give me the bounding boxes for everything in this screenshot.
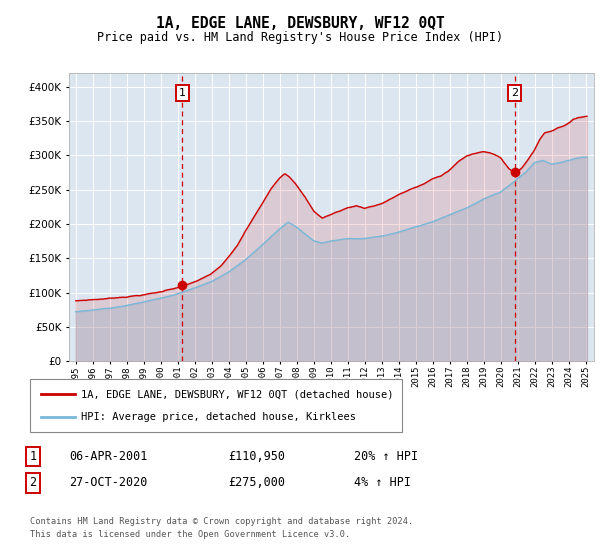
Text: 27-OCT-2020: 27-OCT-2020 [69,476,148,489]
Text: This data is licensed under the Open Government Licence v3.0.: This data is licensed under the Open Gov… [30,530,350,539]
Text: 1: 1 [29,450,37,463]
Text: 06-APR-2001: 06-APR-2001 [69,450,148,463]
Text: 20% ↑ HPI: 20% ↑ HPI [354,450,418,463]
Text: 4% ↑ HPI: 4% ↑ HPI [354,476,411,489]
Text: Contains HM Land Registry data © Crown copyright and database right 2024.: Contains HM Land Registry data © Crown c… [30,517,413,526]
Text: HPI: Average price, detached house, Kirklees: HPI: Average price, detached house, Kirk… [81,412,356,422]
Text: 2: 2 [511,88,518,98]
Text: 2: 2 [29,476,37,489]
Text: Price paid vs. HM Land Registry's House Price Index (HPI): Price paid vs. HM Land Registry's House … [97,31,503,44]
Text: 1A, EDGE LANE, DEWSBURY, WF12 0QT: 1A, EDGE LANE, DEWSBURY, WF12 0QT [155,16,445,31]
Text: 1A, EDGE LANE, DEWSBURY, WF12 0QT (detached house): 1A, EDGE LANE, DEWSBURY, WF12 0QT (detac… [81,389,394,399]
Text: 1: 1 [179,88,186,98]
Text: £110,950: £110,950 [228,450,285,463]
Text: £275,000: £275,000 [228,476,285,489]
